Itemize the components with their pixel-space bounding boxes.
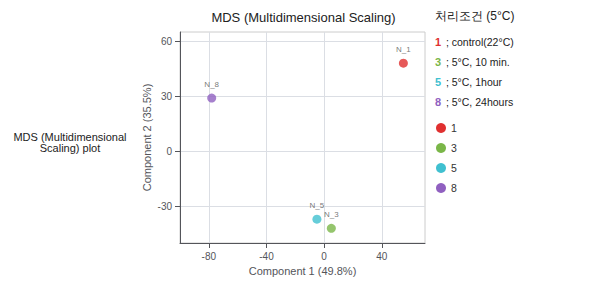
svg-text:-80: -80 — [202, 251, 217, 262]
svg-text:60: 60 — [161, 36, 173, 47]
svg-text:; 5°C, 10 min.: ; 5°C, 10 min. — [443, 56, 510, 68]
svg-text:8: 8 — [435, 96, 441, 108]
svg-text:3: 3 — [451, 142, 457, 154]
svg-text:N_3: N_3 — [324, 210, 339, 219]
svg-text:MDS (Multidimensional: MDS (Multidimensional — [13, 130, 127, 143]
svg-text:1: 1 — [435, 36, 441, 48]
svg-text:5: 5 — [451, 162, 457, 174]
svg-text:-40: -40 — [259, 251, 274, 262]
svg-text:MDS (Multidimensional Scaling): MDS (Multidimensional Scaling) — [211, 10, 395, 25]
svg-text:0: 0 — [321, 251, 327, 262]
svg-text:3: 3 — [435, 56, 441, 68]
svg-text:N_8: N_8 — [204, 80, 219, 89]
svg-text:Component 1 (49.8%): Component 1 (49.8%) — [249, 265, 357, 277]
svg-text:; 5°C, 1hour: ; 5°C, 1hour — [443, 76, 503, 88]
svg-text:8: 8 — [451, 182, 457, 194]
svg-text:5: 5 — [435, 76, 441, 88]
svg-text:0: 0 — [166, 146, 172, 157]
svg-text:40: 40 — [376, 251, 388, 262]
svg-text:Component 2 (35.5%): Component 2 (35.5%) — [141, 84, 153, 192]
svg-text:Scaling) plot: Scaling) plot — [40, 142, 101, 154]
svg-text:N_5: N_5 — [310, 201, 325, 210]
svg-text:-30: -30 — [158, 201, 173, 212]
svg-text:처리조건 (5°C): 처리조건 (5°C) — [435, 9, 514, 23]
svg-text:N_1: N_1 — [396, 45, 411, 54]
svg-text:; 5°C, 24hours: ; 5°C, 24hours — [443, 96, 513, 108]
svg-text:1: 1 — [451, 122, 457, 134]
svg-text:30: 30 — [161, 91, 173, 102]
svg-text:; control(22°C): ; control(22°C) — [443, 36, 514, 48]
